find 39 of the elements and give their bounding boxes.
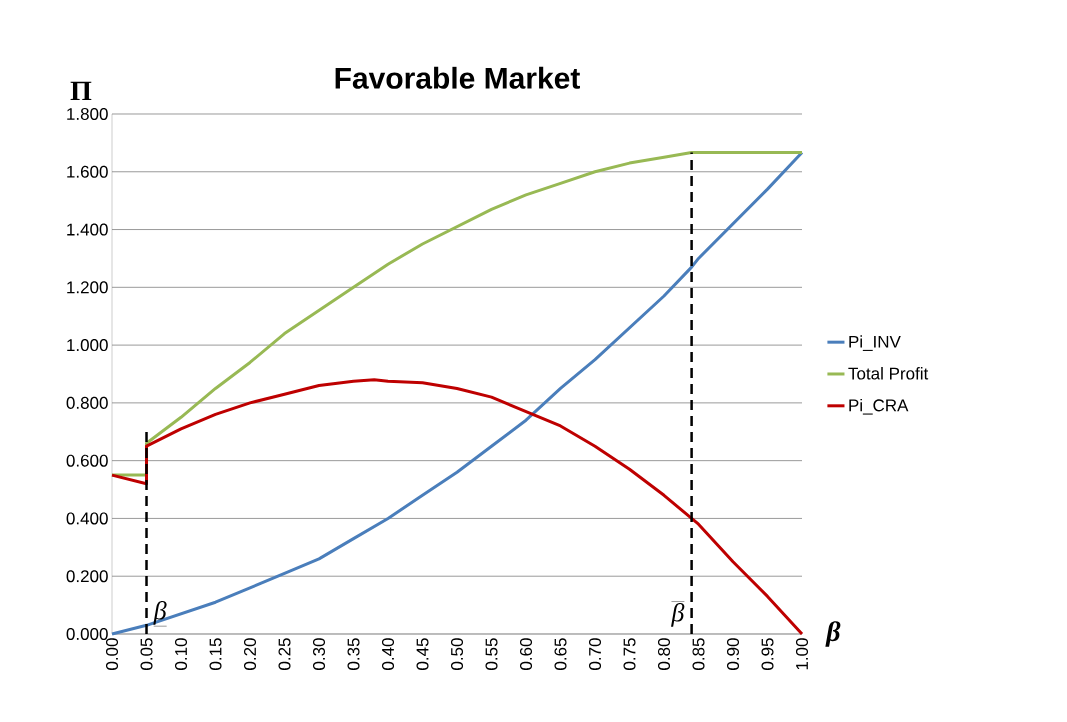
x-tick-label: 0.45 <box>416 638 429 670</box>
x-tick-label: 0.40 <box>381 638 395 670</box>
y-tick-label: 0.600 <box>66 454 108 467</box>
y-tick-label: 0.800 <box>66 396 108 409</box>
annotation: β <box>671 602 685 627</box>
x-tick-label: 0.20 <box>243 638 257 670</box>
y-tick-label: 0.000 <box>66 627 108 641</box>
y-axis-title: Π <box>70 81 92 101</box>
y-tick-label: 1.400 <box>67 223 108 236</box>
x-tick-label: 0.60 <box>519 638 533 670</box>
y-tick-label: 0.400 <box>66 512 108 525</box>
x-tick-label: 0.80 <box>657 638 671 670</box>
legend-label: Pi_CRA <box>849 398 909 415</box>
x-axis-title: β <box>825 621 841 647</box>
x-tick-label: 0.30 <box>312 638 326 670</box>
x-tick-label: 0.95 <box>761 638 774 670</box>
x-tick-label: 0.05 <box>140 638 153 670</box>
annotation: β <box>153 600 167 625</box>
y-tick-label: 1.800 <box>67 107 108 121</box>
x-tick-label: 0.15 <box>209 638 222 670</box>
x-tick-label: 0.75 <box>623 638 636 670</box>
x-tick-label: 0.55 <box>485 638 498 670</box>
x-tick-label: 0.10 <box>174 638 188 670</box>
chart-title: Favorable Market <box>335 66 580 89</box>
x-tick-label: 0.00 <box>105 638 119 670</box>
legend-label: Total Profit <box>848 367 929 380</box>
x-tick-label: 0.90 <box>726 638 740 670</box>
y-tick-label: 0.200 <box>66 570 108 583</box>
y-tick-label: 1.600 <box>67 165 108 178</box>
x-tick-label: 0.35 <box>347 638 360 670</box>
x-tick-label: 0.25 <box>278 638 291 670</box>
x-tick-label: 0.70 <box>588 638 602 670</box>
y-tick-label: 1.200 <box>67 281 108 294</box>
x-tick-label: 0.85 <box>692 638 705 670</box>
x-tick-label: 0.50 <box>450 638 464 670</box>
x-tick-label: 1.00 <box>795 638 809 670</box>
legend-label: Pi_INV <box>849 335 901 351</box>
y-tick-label: 1.000 <box>67 339 108 352</box>
x-tick-label: 0.65 <box>554 638 567 670</box>
